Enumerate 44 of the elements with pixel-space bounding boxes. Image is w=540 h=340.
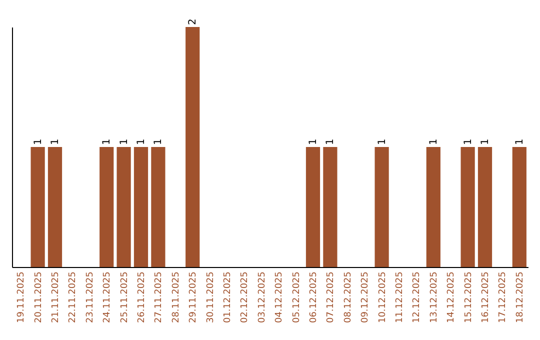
x-tick-label: 23.11.2025 <box>85 272 96 324</box>
x-tick-label: 14.12.2025 <box>446 272 457 324</box>
x-tick-label: 17.12.2025 <box>498 272 508 324</box>
x-tick-label: 29.11.2025 <box>188 272 199 324</box>
data-label: 2 <box>188 18 199 25</box>
x-tick-label: 12.12.2025 <box>412 272 422 324</box>
x-tick-label: 07.12.2025 <box>326 272 336 324</box>
x-tick-label: 01.12.2025 <box>223 272 233 324</box>
x-tick-label: 13.12.2025 <box>429 272 440 324</box>
data-label: 1 <box>514 138 526 145</box>
x-tick-label: 22.11.2025 <box>68 272 78 324</box>
x-tick-label: 24.11.2025 <box>102 272 113 324</box>
x-tick-label: 26.11.2025 <box>137 272 147 324</box>
x-tick-label: 25.11.2025 <box>120 272 130 324</box>
x-tick-label: 16.12.2025 <box>481 272 491 324</box>
data-label: 1 <box>325 138 336 145</box>
x-tick-label: 15.12.2025 <box>464 272 474 324</box>
data-label: 1 <box>480 138 491 145</box>
x-tick-label: 20.11.2025 <box>34 272 44 324</box>
x-tick-label: 02.12.2025 <box>240 272 250 324</box>
x-tick-label: 11.12.2025 <box>395 272 405 324</box>
x-tick-label: 21.11.2025 <box>51 272 61 324</box>
data-label: 1 <box>32 138 44 145</box>
data-label: 1 <box>50 138 61 145</box>
data-label: 1 <box>462 138 474 145</box>
data-label: 1 <box>136 138 147 145</box>
data-label: 1 <box>118 138 130 145</box>
data-label: 1 <box>102 138 113 145</box>
x-tick-label: 10.12.2025 <box>378 272 388 324</box>
data-label: 1 <box>428 138 440 145</box>
data-label: 1 <box>308 138 319 145</box>
x-tick-label: 08.12.2025 <box>343 272 354 324</box>
x-tick-label: 18.12.2025 <box>515 272 526 324</box>
data-label: 1 <box>376 138 388 145</box>
x-tick-label: 05.12.2025 <box>292 272 302 324</box>
x-tick-label: 03.12.2025 <box>257 272 268 324</box>
data-label: 1 <box>153 138 164 145</box>
x-tick-label: 06.12.2025 <box>309 272 319 324</box>
x-tick-label: 27.11.2025 <box>154 272 164 324</box>
x-tick-label: 19.11.2025 <box>16 272 27 324</box>
x-tick-label: 28.11.2025 <box>171 272 182 324</box>
x-tick-label: 30.11.2025 <box>206 272 216 324</box>
x-tick-label: 04.12.2025 <box>274 272 285 324</box>
x-tick-label: 09.12.2025 <box>360 272 371 324</box>
